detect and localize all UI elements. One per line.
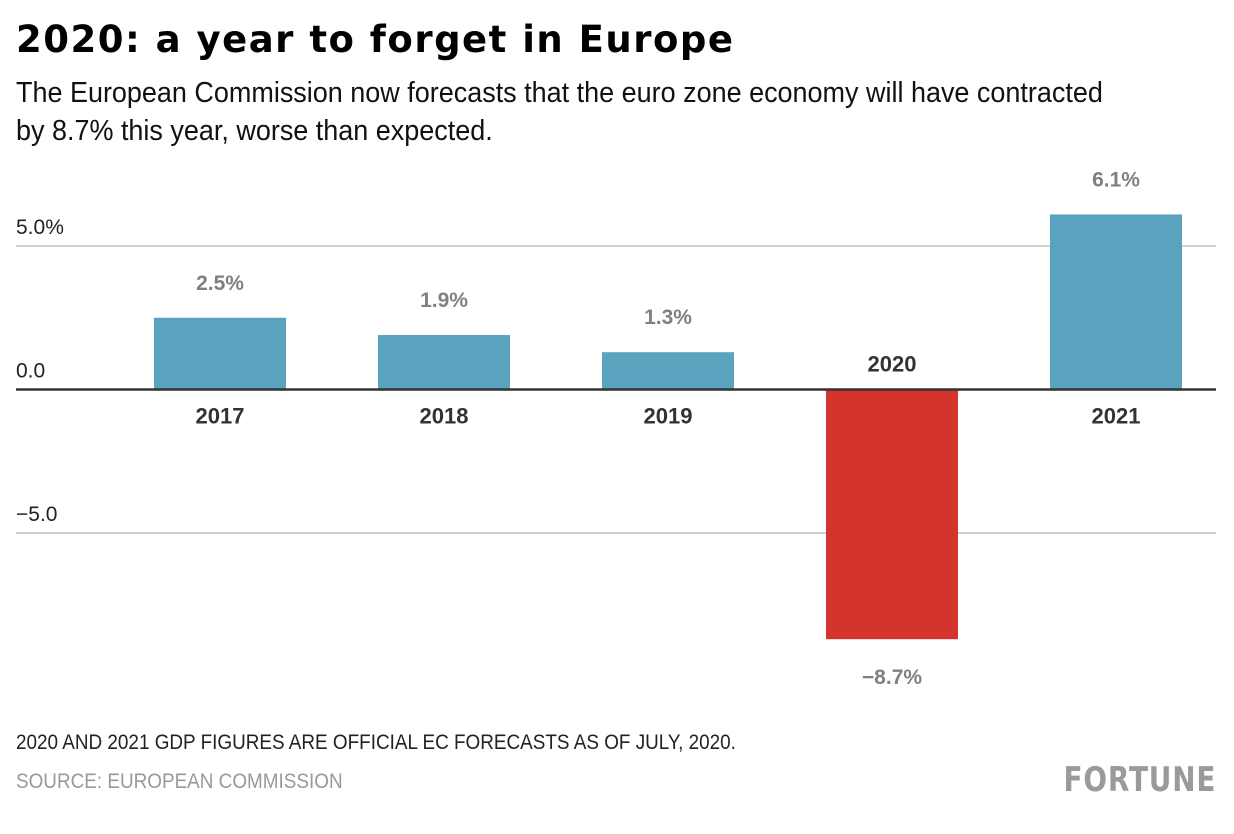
bar-2020 — [826, 389, 958, 640]
chart-subtitle: The European Commission now forecasts th… — [16, 77, 1103, 147]
value-label: 1.3% — [644, 306, 692, 329]
category-label: 2021 — [1092, 404, 1141, 429]
bar-2017 — [154, 317, 286, 390]
value-label: 2.5% — [196, 272, 244, 295]
fortune-logo: FORTUNE — [1063, 760, 1216, 800]
bar-2019 — [602, 352, 734, 390]
bar-2018 — [378, 334, 510, 390]
labels: 5.0% 0.0 −5.0 2.5% 2017 1.9% 2018 1.3% 2019 −8.7%… — [16, 168, 1140, 689]
value-label: 1.9% — [420, 289, 468, 312]
category-label: 2020 — [868, 352, 917, 377]
gridlines — [16, 245, 1216, 534]
category-label: 2017 — [196, 404, 245, 429]
category-label: 2018 — [420, 404, 469, 429]
category-label: 2019 — [644, 404, 693, 429]
y-tick-label: −5.0 — [16, 503, 57, 526]
source-note: SOURCE: EUROPEAN COMMISSION — [16, 770, 343, 793]
y-tick-label: 5.0% — [16, 216, 64, 239]
y-tick-label: 0.0 — [16, 360, 45, 383]
footnote: 2020 AND 2021 GDP FIGURES ARE OFFICIAL E… — [16, 731, 736, 754]
bars — [154, 214, 1182, 640]
value-label: 6.1% — [1092, 168, 1140, 191]
bar-chart: 5.0% 0.0 −5.0 2.5% 2017 1.9% 2018 1.3% 2019 −8.7%… — [16, 168, 1216, 689]
chart-title: 2020: a year to forget in Europe — [16, 18, 735, 61]
value-label: −8.7% — [862, 666, 922, 689]
bar-2021 — [1050, 214, 1182, 390]
